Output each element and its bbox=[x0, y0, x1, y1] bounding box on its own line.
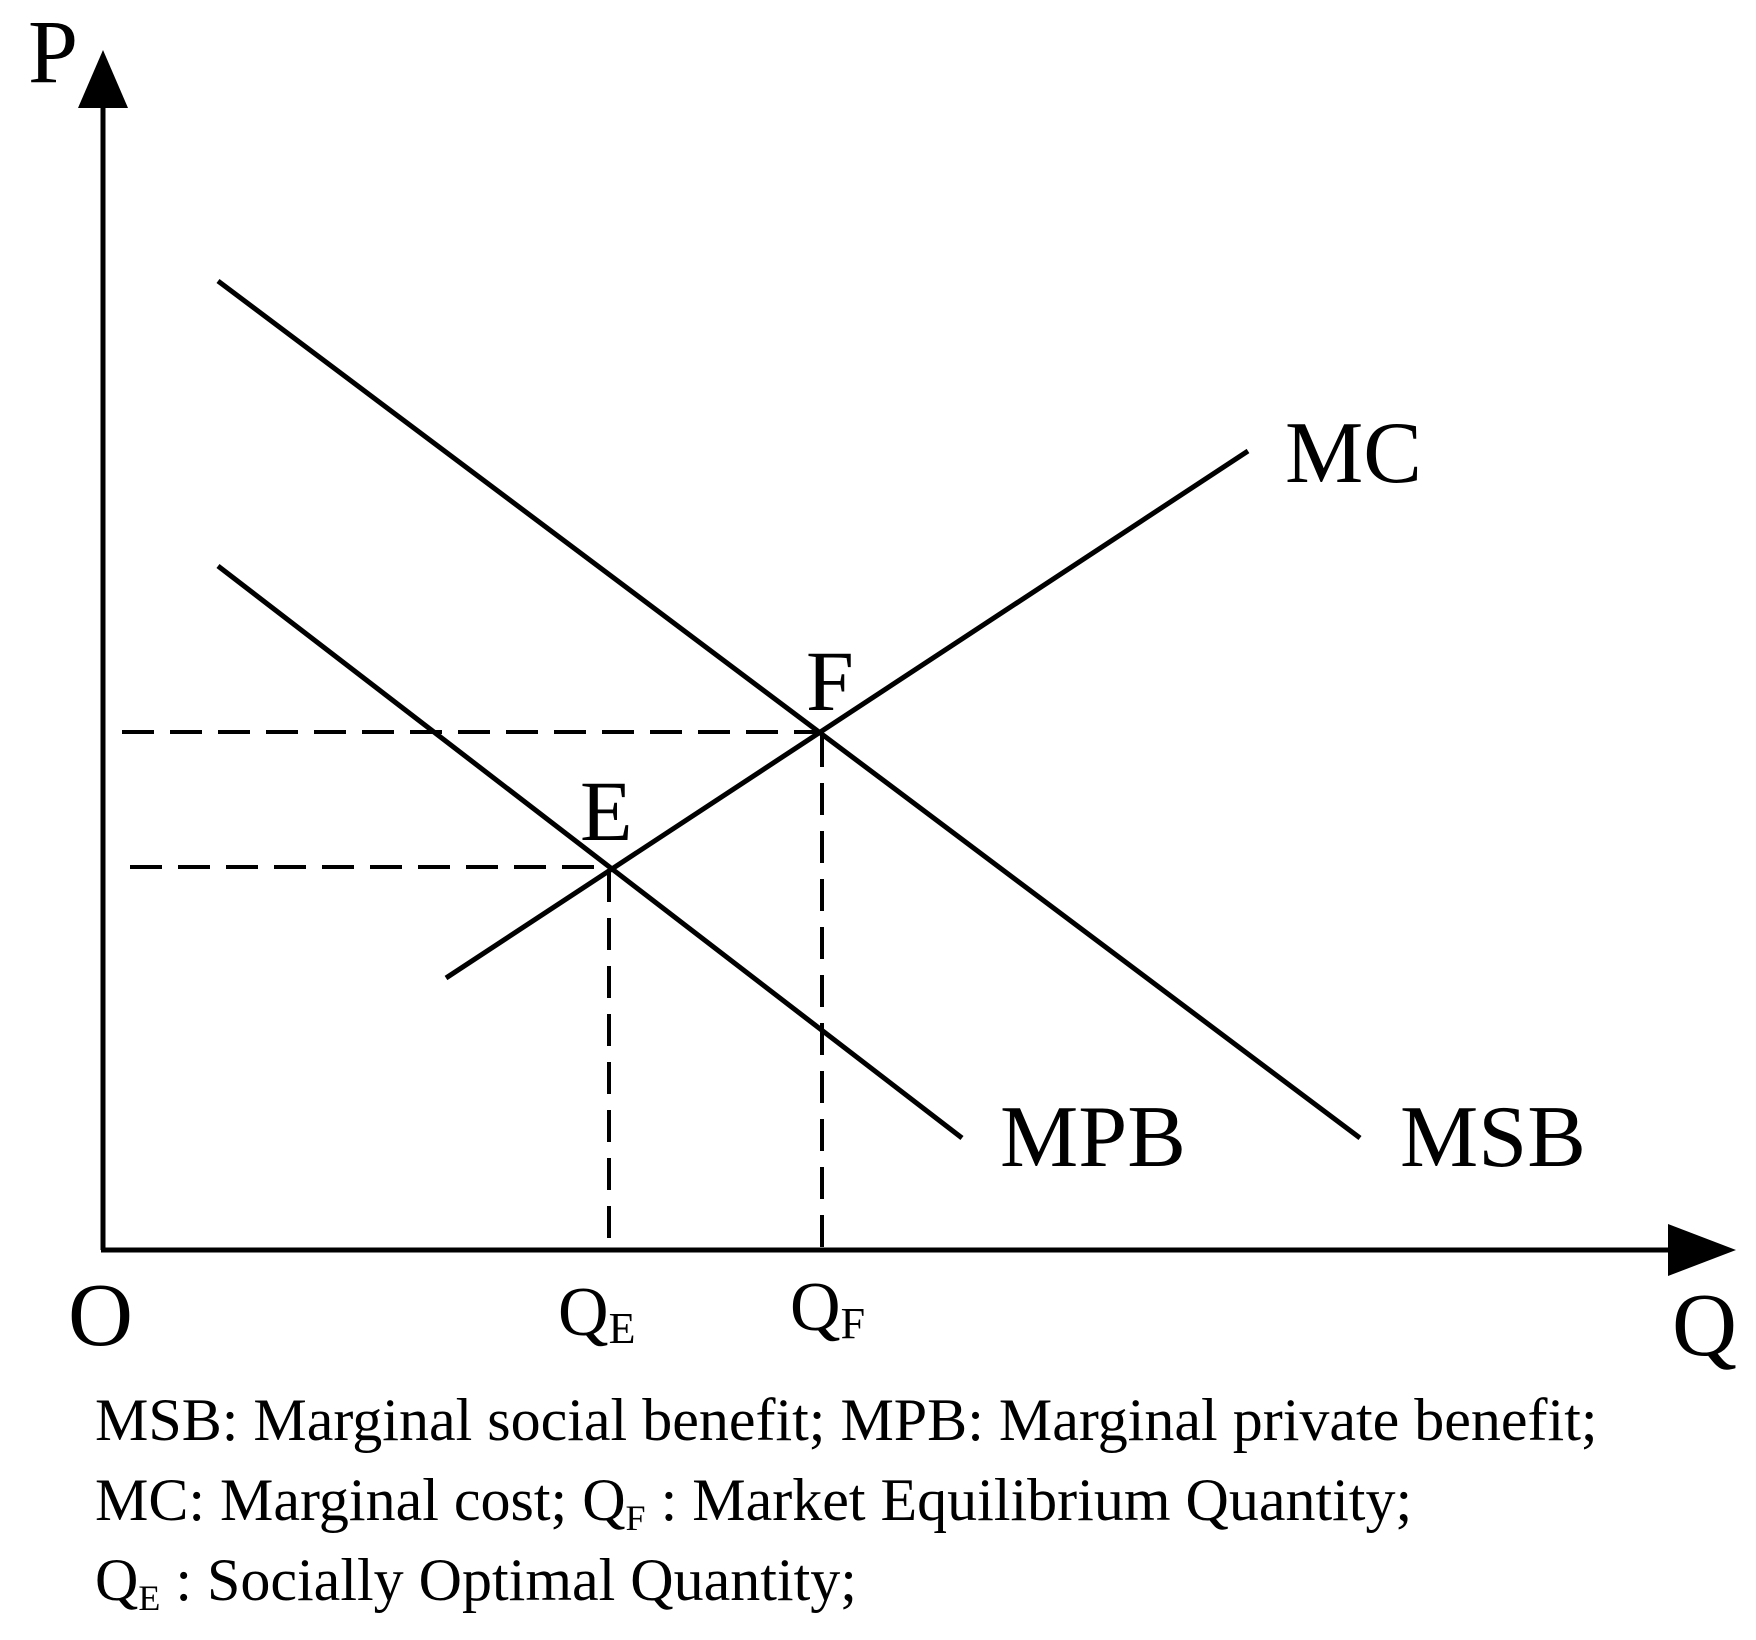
y-axis-arrowhead bbox=[78, 50, 128, 108]
legend-line-2-subscript: F bbox=[625, 1498, 646, 1538]
point-f-label: F bbox=[806, 633, 854, 729]
mpb-label: MPB bbox=[1000, 1089, 1186, 1186]
qf-tick-label: QF bbox=[790, 1269, 865, 1348]
legend-line-3-end: : Socially Optimal Quantity; bbox=[160, 1547, 857, 1613]
legend-line-2-start: MC: Marginal cost; Q bbox=[95, 1467, 626, 1533]
legend-line-1-text: MSB: Marginal social benefit; MPB: Margi… bbox=[95, 1387, 1598, 1453]
point-e-label: E bbox=[580, 763, 633, 859]
msb-curve bbox=[216, 279, 1362, 1140]
legend-line-2-end: : Market Equilibrium Quantity; bbox=[645, 1467, 1413, 1533]
legend-line-3-subscript: E bbox=[138, 1578, 161, 1618]
y-axis-label: P bbox=[28, 3, 78, 102]
mc-label: MC bbox=[1285, 405, 1422, 502]
qf-tick-sub: F bbox=[841, 1299, 865, 1348]
legend-line-1: MSB: Marginal social benefit; MPB: Margi… bbox=[95, 1380, 1735, 1460]
mpb-curve bbox=[216, 564, 964, 1140]
legend-line-3: QE : Socially Optimal Quantity; bbox=[95, 1540, 1735, 1620]
x-axis-label: Q bbox=[1672, 1276, 1737, 1375]
qe-tick-main: Q bbox=[558, 1274, 609, 1351]
x-axis-arrowhead bbox=[1668, 1224, 1736, 1276]
qe-tick-sub: E bbox=[609, 1304, 636, 1353]
origin-label: O bbox=[68, 1266, 133, 1365]
qe-tick-label: QE bbox=[558, 1274, 635, 1353]
mc-curve bbox=[444, 448, 1250, 981]
legend: MSB: Marginal social benefit; MPB: Margi… bbox=[95, 1380, 1735, 1620]
legend-line-2: MC: Marginal cost; QF : Market Equilibri… bbox=[95, 1460, 1735, 1540]
msb-label: MSB bbox=[1400, 1089, 1586, 1186]
legend-line-3-start: Q bbox=[95, 1547, 139, 1613]
qf-tick-main: Q bbox=[790, 1269, 841, 1346]
